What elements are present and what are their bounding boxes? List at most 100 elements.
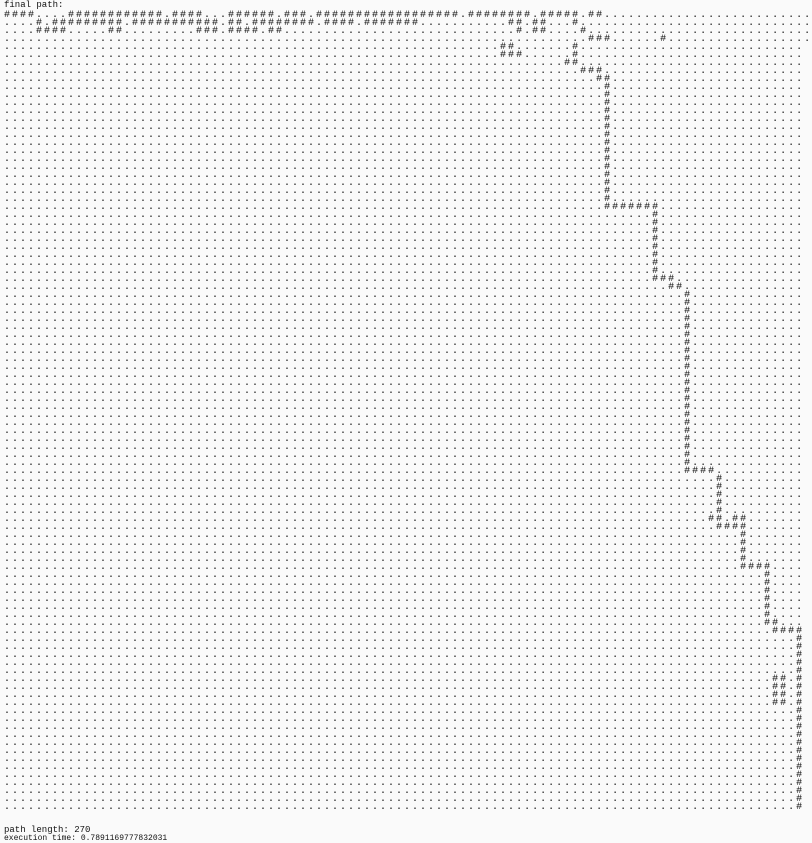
grid-row: ........................................…: [4, 290, 805, 301]
grid-row: ........................................…: [4, 386, 805, 397]
grid-row: ........................................…: [4, 162, 805, 173]
grid-row: ........................................…: [4, 786, 805, 797]
grid-row: ........................................…: [4, 442, 805, 453]
grid-row: ........................................…: [4, 514, 805, 525]
grid-row: ........................................…: [4, 306, 805, 317]
grid-row: ........................................…: [4, 530, 805, 541]
grid-row: ........................................…: [4, 690, 805, 701]
grid-row: ........................................…: [4, 194, 805, 205]
grid-row: ........................................…: [4, 650, 805, 661]
grid-row: ........................................…: [4, 610, 805, 621]
grid-row: ........................................…: [4, 282, 805, 293]
grid-row: ........................................…: [4, 154, 805, 165]
grid-row: ........................................…: [4, 378, 805, 389]
grid-row: ........................................…: [4, 82, 805, 93]
grid-row: ........................................…: [4, 226, 805, 237]
grid-row: ........................................…: [4, 682, 805, 693]
grid-row: ........................................…: [4, 418, 805, 429]
grid-row: ........................................…: [4, 210, 805, 221]
grid-row: ........................................…: [4, 426, 805, 437]
grid-row: ........................................…: [4, 770, 805, 781]
grid-row: ........................................…: [4, 498, 805, 509]
grid-row: ........................................…: [4, 538, 805, 549]
grid-row: ........................................…: [4, 330, 805, 341]
grid-row: ........................................…: [4, 722, 805, 733]
grid-row: ........................................…: [4, 394, 805, 405]
grid-row: ........................................…: [4, 658, 805, 669]
grid-row: ........................................…: [4, 362, 805, 373]
grid-row: ........................................…: [4, 466, 805, 477]
grid-row: ........................................…: [4, 706, 805, 717]
grid-row: ........................................…: [4, 434, 805, 445]
grid-row: ........................................…: [4, 322, 805, 333]
grid-row: ........................................…: [4, 170, 805, 181]
grid-row: ........................................…: [4, 218, 805, 229]
grid-row: ........................................…: [4, 114, 805, 125]
path-grid: ####....############.####...######.###.#…: [4, 10, 812, 813]
grid-row: ........................................…: [4, 778, 805, 789]
grid-row: ........................................…: [4, 490, 805, 501]
grid-row: ........................................…: [4, 594, 805, 605]
grid-row: ........................................…: [4, 354, 805, 365]
grid-row: ........................................…: [4, 106, 805, 117]
grid-row: ........................................…: [4, 506, 805, 517]
grid-row: ........................................…: [4, 274, 805, 285]
grid-row: ........................................…: [4, 98, 805, 109]
grid-row: ........................................…: [4, 250, 805, 261]
grid-row: ........................................…: [4, 66, 805, 77]
grid-row: ........................................…: [4, 42, 805, 53]
grid-row: ........................................…: [4, 586, 805, 597]
grid-row: ........................................…: [4, 738, 805, 749]
grid-row: ........................................…: [4, 410, 805, 421]
grid-row: ........................................…: [4, 546, 805, 557]
grid-row: ........................................…: [4, 562, 805, 573]
grid-row: ........................................…: [4, 242, 805, 253]
grid-row: ........................................…: [4, 714, 805, 725]
grid-row: ........................................…: [4, 402, 805, 413]
grid-row: ....####.....##.........###.####.##.....…: [4, 26, 812, 37]
grid-row: ........................................…: [4, 314, 805, 325]
grid-row: ........................................…: [4, 146, 805, 157]
grid-row: ........................................…: [4, 34, 812, 45]
grid-row: ........................................…: [4, 794, 805, 805]
grid-row: ........................................…: [4, 618, 805, 629]
grid-row: ........................................…: [4, 626, 805, 637]
grid-row: ........................................…: [4, 74, 805, 85]
grid-row: ........................................…: [4, 482, 805, 493]
grid-row: ........................................…: [4, 450, 805, 461]
grid-row: ........................................…: [4, 602, 805, 613]
grid-row: ........................................…: [4, 578, 805, 589]
grid-row: ........................................…: [4, 474, 805, 485]
grid-row: ........................................…: [4, 298, 805, 309]
grid-row: ........................................…: [4, 234, 805, 245]
grid-row: ........................................…: [4, 570, 805, 581]
path-length: path length: 270: [4, 825, 91, 835]
execution-time: execution time: 0.7891169777832031: [4, 834, 168, 843]
grid-row: ........................................…: [4, 346, 805, 357]
grid-row: ........................................…: [4, 730, 805, 741]
grid-row: ........................................…: [4, 698, 805, 709]
grid-row: ........................................…: [4, 58, 805, 69]
grid-row: ........................................…: [4, 266, 805, 277]
grid-row: ####....############.####...######.###.#…: [4, 10, 812, 21]
grid-row: ........................................…: [4, 522, 805, 533]
grid-row: ........................................…: [4, 674, 805, 685]
title: final path:: [4, 0, 64, 10]
grid-row: ........................................…: [4, 458, 805, 469]
grid-row: ........................................…: [4, 130, 805, 141]
grid-row: ........................................…: [4, 122, 805, 133]
grid-row: ........................................…: [4, 258, 805, 269]
grid-row: ........................................…: [4, 178, 805, 189]
grid-row: ........................................…: [4, 138, 805, 149]
grid-row: ........................................…: [4, 202, 805, 213]
grid-row: ........................................…: [4, 802, 805, 813]
grid-row: ........................................…: [4, 634, 805, 645]
grid-row: ........................................…: [4, 186, 805, 197]
grid-row: ....#.#########.###########.##.########.…: [4, 18, 812, 29]
grid-row: ........................................…: [4, 554, 805, 565]
grid-row: ........................................…: [4, 754, 805, 765]
grid-row: ........................................…: [4, 90, 805, 101]
grid-row: ........................................…: [4, 370, 805, 381]
grid-row: ........................................…: [4, 762, 805, 773]
